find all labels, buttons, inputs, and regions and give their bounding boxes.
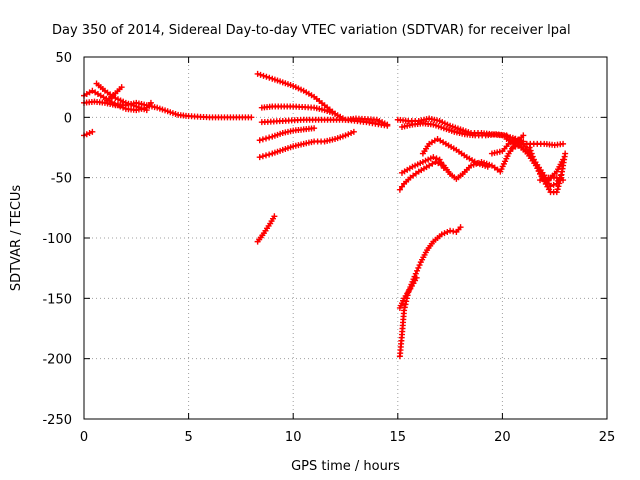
data-point [257, 71, 264, 78]
data-point [254, 70, 261, 77]
data-point [441, 230, 448, 237]
data-point [537, 177, 544, 184]
y-tick-label: 50 [55, 51, 72, 66]
y-axis-label: SDTVAR / TECUs [9, 185, 24, 292]
data-point [412, 270, 419, 277]
x-tick-label: 15 [390, 430, 407, 445]
data-point [118, 84, 125, 91]
data-point [529, 153, 536, 160]
x-tick-labels: 0 5 10 15 20 25 [80, 430, 615, 445]
data-point [554, 186, 561, 193]
chart-title: Day 350 of 2014, Sidereal Day-to-day VTE… [52, 23, 571, 38]
data-point [433, 155, 440, 162]
y-tick-label: -50 [51, 172, 72, 187]
data-point [266, 74, 273, 81]
data-point [260, 72, 267, 79]
x-tick-label: 5 [184, 430, 192, 445]
data-point [438, 231, 445, 238]
y-tick-label: -100 [42, 232, 72, 247]
data-point [530, 156, 537, 163]
axis-ticks [83, 56, 608, 420]
data-point [263, 152, 270, 159]
data-point [542, 175, 549, 182]
data-point [528, 150, 535, 157]
data-point [532, 159, 539, 166]
data-point [415, 264, 422, 271]
data-point [83, 131, 90, 138]
data-point [384, 121, 391, 128]
x-tick-label: 0 [80, 430, 88, 445]
data-point [534, 165, 541, 172]
data-point [553, 174, 560, 181]
data-point [396, 186, 403, 193]
y-tick-label: -150 [42, 292, 72, 307]
data-point [556, 175, 563, 182]
data-point [266, 151, 273, 158]
data-point [114, 102, 121, 109]
data-point [350, 128, 357, 135]
data-point [553, 189, 560, 196]
data-point [332, 110, 339, 117]
data-point [311, 125, 318, 132]
data-point [89, 128, 96, 135]
data-point [440, 165, 447, 172]
data-point [266, 134, 273, 141]
data-point [263, 135, 270, 142]
data-point [550, 181, 557, 188]
data-point [398, 183, 405, 190]
data-point [430, 154, 437, 161]
data-point [426, 162, 433, 169]
data-point [248, 114, 255, 121]
data-point [414, 267, 421, 274]
data-point [539, 176, 546, 183]
data-point [457, 224, 464, 231]
data-point [527, 147, 534, 154]
data-point [562, 150, 569, 157]
data-point [263, 73, 270, 80]
x-axis-label: GPS time / hours [291, 459, 400, 474]
x-tick-label: 25 [599, 430, 616, 445]
x-tick-label: 10 [285, 430, 302, 445]
data-point [416, 262, 423, 269]
data-point [143, 107, 150, 114]
data-point [526, 144, 533, 151]
data-point [256, 137, 263, 144]
x-tick-label: 20 [494, 430, 511, 445]
data-point [533, 162, 540, 169]
data-point [345, 131, 352, 138]
data-point [271, 213, 278, 220]
y-tick-label: -250 [42, 413, 72, 428]
data-point [543, 180, 550, 187]
data-point [555, 183, 562, 190]
data-point [432, 158, 439, 165]
y-tick-label: -200 [42, 353, 72, 368]
data-point [535, 168, 542, 175]
data-point [484, 163, 491, 170]
data-point [348, 130, 355, 137]
y-tick-label: 0 [64, 111, 72, 126]
data-point [259, 136, 266, 143]
data-point [520, 132, 527, 139]
data-point [147, 99, 154, 106]
data-point [560, 140, 567, 147]
data-point [444, 228, 451, 235]
data-point [342, 132, 349, 139]
data-point [259, 153, 266, 160]
data-point [429, 160, 436, 167]
data-point [560, 156, 567, 163]
data-point [413, 274, 420, 281]
data-point [560, 177, 567, 184]
data-point [117, 103, 124, 110]
y-tick-labels: 50 0 -50 -100 -150 -200 -250 [42, 51, 72, 428]
data-series [81, 70, 569, 360]
data-point [120, 104, 127, 111]
data-point [86, 130, 93, 137]
data-point [256, 154, 263, 161]
